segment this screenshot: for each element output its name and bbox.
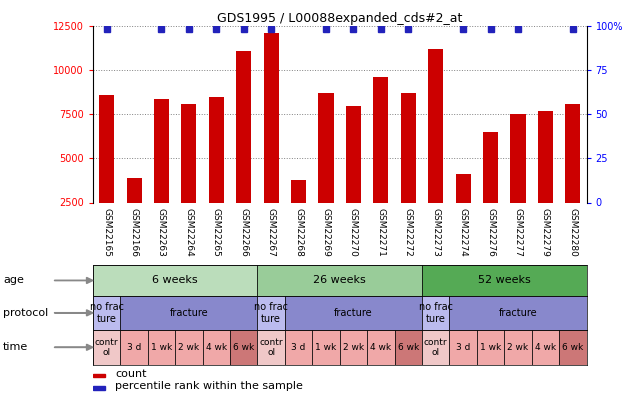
Bar xyxy=(93,330,121,364)
Bar xyxy=(209,97,224,202)
Bar xyxy=(395,330,422,364)
Bar xyxy=(99,95,114,202)
Text: GSM22280: GSM22280 xyxy=(569,207,578,256)
Text: age: age xyxy=(3,275,24,286)
Text: 4 wk: 4 wk xyxy=(535,343,556,352)
Text: 1 wk: 1 wk xyxy=(480,343,501,352)
Text: time: time xyxy=(3,342,28,352)
Bar xyxy=(93,265,258,296)
Bar xyxy=(401,93,416,202)
Bar xyxy=(428,49,443,202)
Text: 3 d: 3 d xyxy=(456,343,470,352)
Text: 6 wk: 6 wk xyxy=(233,343,254,352)
Text: 2 wk: 2 wk xyxy=(508,343,529,352)
Text: 4 wk: 4 wk xyxy=(370,343,392,352)
Text: GSM22165: GSM22165 xyxy=(102,207,111,256)
Text: no frac
ture: no frac ture xyxy=(254,302,288,324)
Text: GSM22279: GSM22279 xyxy=(541,207,550,256)
Text: GSM22266: GSM22266 xyxy=(239,207,248,256)
Text: GSM22263: GSM22263 xyxy=(157,207,166,256)
Bar xyxy=(456,174,470,202)
Text: 6 wk: 6 wk xyxy=(397,343,419,352)
Bar xyxy=(258,296,285,330)
Text: GSM22166: GSM22166 xyxy=(129,207,138,256)
Bar xyxy=(175,330,203,364)
Bar xyxy=(263,33,279,202)
Bar xyxy=(258,330,285,364)
Bar xyxy=(373,77,388,202)
Text: GSM22265: GSM22265 xyxy=(212,207,221,256)
Bar xyxy=(559,330,587,364)
Text: 26 weeks: 26 weeks xyxy=(313,275,366,286)
Text: 3 d: 3 d xyxy=(127,343,141,352)
Bar xyxy=(422,296,449,330)
Text: 4 wk: 4 wk xyxy=(206,343,227,352)
Text: 52 weeks: 52 weeks xyxy=(478,275,531,286)
Bar xyxy=(483,132,498,202)
Text: 1 wk: 1 wk xyxy=(151,343,172,352)
Bar xyxy=(367,330,395,364)
Text: 2 wk: 2 wk xyxy=(178,343,199,352)
Title: GDS1995 / L00088expanded_cds#2_at: GDS1995 / L00088expanded_cds#2_at xyxy=(217,12,462,25)
Bar xyxy=(237,51,251,202)
Text: GSM22273: GSM22273 xyxy=(431,207,440,256)
Bar xyxy=(312,330,340,364)
Bar xyxy=(93,386,105,390)
Bar xyxy=(449,330,477,364)
Text: 3 d: 3 d xyxy=(292,343,306,352)
Bar xyxy=(319,93,333,202)
Bar xyxy=(121,296,258,330)
Bar xyxy=(230,330,258,364)
Text: GSM22274: GSM22274 xyxy=(458,207,468,256)
Text: 6 weeks: 6 weeks xyxy=(153,275,198,286)
Text: GSM22277: GSM22277 xyxy=(513,207,522,256)
Text: contr
ol: contr ol xyxy=(424,338,447,357)
Text: fracture: fracture xyxy=(170,308,208,318)
Text: percentile rank within the sample: percentile rank within the sample xyxy=(115,382,303,391)
Bar xyxy=(449,296,587,330)
Text: no frac
ture: no frac ture xyxy=(419,302,453,324)
Bar xyxy=(126,178,142,202)
Bar xyxy=(203,330,230,364)
Text: GSM22264: GSM22264 xyxy=(185,207,194,256)
Bar xyxy=(504,330,531,364)
Bar xyxy=(510,115,526,202)
Bar xyxy=(121,330,148,364)
Bar xyxy=(285,296,422,330)
Text: contr
ol: contr ol xyxy=(260,338,283,357)
Bar xyxy=(181,104,196,202)
Text: GSM22270: GSM22270 xyxy=(349,207,358,256)
Text: 6 wk: 6 wk xyxy=(562,343,583,352)
Text: GSM22276: GSM22276 xyxy=(486,207,495,256)
Text: no frac
ture: no frac ture xyxy=(90,302,124,324)
Text: fracture: fracture xyxy=(334,308,373,318)
Bar xyxy=(291,179,306,202)
Bar xyxy=(531,330,559,364)
Text: count: count xyxy=(115,369,147,379)
Text: 1 wk: 1 wk xyxy=(315,343,337,352)
Bar xyxy=(565,104,580,202)
Text: GSM22272: GSM22272 xyxy=(404,207,413,256)
Bar xyxy=(148,330,175,364)
Bar xyxy=(346,106,361,202)
Text: 2 wk: 2 wk xyxy=(343,343,364,352)
Text: GSM22271: GSM22271 xyxy=(376,207,385,256)
Bar xyxy=(285,330,312,364)
Bar xyxy=(93,296,121,330)
Bar xyxy=(93,374,105,377)
Text: GSM22269: GSM22269 xyxy=(322,207,331,256)
Bar xyxy=(538,111,553,202)
Bar xyxy=(340,330,367,364)
Text: GSM22267: GSM22267 xyxy=(267,207,276,256)
Text: protocol: protocol xyxy=(3,308,49,318)
Text: GSM22268: GSM22268 xyxy=(294,207,303,256)
Bar xyxy=(154,98,169,202)
Bar xyxy=(258,265,422,296)
Text: fracture: fracture xyxy=(499,308,537,318)
Text: contr
ol: contr ol xyxy=(95,338,119,357)
Bar xyxy=(422,265,587,296)
Bar xyxy=(422,330,449,364)
Bar xyxy=(477,330,504,364)
